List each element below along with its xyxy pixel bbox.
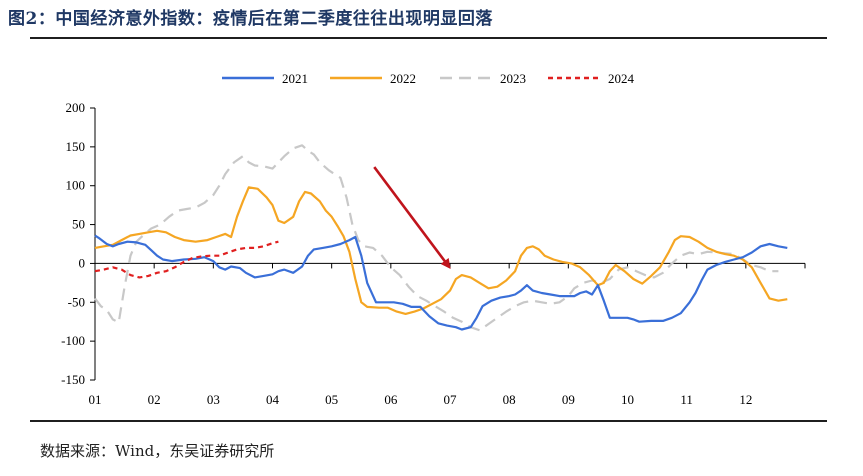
top-rule (30, 37, 827, 39)
series-line-2024 (94, 240, 279, 279)
legend: 2021 2022 2023 2024 (222, 71, 635, 86)
data-source: 数据来源：Wind，东吴证券研究所 (40, 442, 275, 460)
legend-label-2022: 2022 (390, 71, 416, 86)
x-tick-label: 09 (562, 392, 575, 407)
x-tick-label: 08 (503, 392, 516, 407)
x-tick-label: 10 (621, 392, 634, 407)
y-axis: -150 -100 -50 0 50 100 150 200 (61, 100, 96, 387)
red-arrow (373, 166, 451, 269)
y-tick-label: -150 (61, 372, 85, 387)
series-line-2021 (94, 234, 788, 331)
x-tick-label: 05 (325, 392, 338, 407)
chart-title: 图2：中国经济意外指数：疫情后在第二季度往往出现明显回落 (8, 9, 493, 29)
x-tick-label: 11 (680, 392, 693, 407)
series-lines (94, 144, 788, 332)
legend-label-2024: 2024 (608, 71, 635, 86)
annotation (373, 166, 451, 269)
y-tick-label: -50 (68, 294, 85, 309)
x-tick-label: 01 (89, 392, 102, 407)
x-tick-label: 03 (207, 392, 220, 407)
x-tick-label: 06 (384, 392, 398, 407)
x-axis: 01 02 03 04 05 06 07 08 09 10 11 12 (89, 262, 806, 407)
x-tick-label: 02 (148, 392, 161, 407)
y-tick-label: 100 (66, 178, 86, 193)
x-tick-label: 04 (266, 392, 280, 407)
series-line-2022 (94, 186, 788, 315)
y-tick-label: 0 (79, 255, 86, 270)
y-tick-label: -100 (61, 333, 85, 348)
y-tick-label: 200 (66, 100, 86, 115)
x-tick-label: 07 (444, 392, 458, 407)
y-tick-label: 50 (72, 217, 85, 232)
bottom-rule (30, 420, 827, 422)
x-tick-label: 12 (739, 392, 752, 407)
legend-label-2021: 2021 (282, 71, 308, 86)
y-tick-label: 150 (66, 139, 86, 154)
legend-label-2023: 2023 (500, 71, 526, 86)
